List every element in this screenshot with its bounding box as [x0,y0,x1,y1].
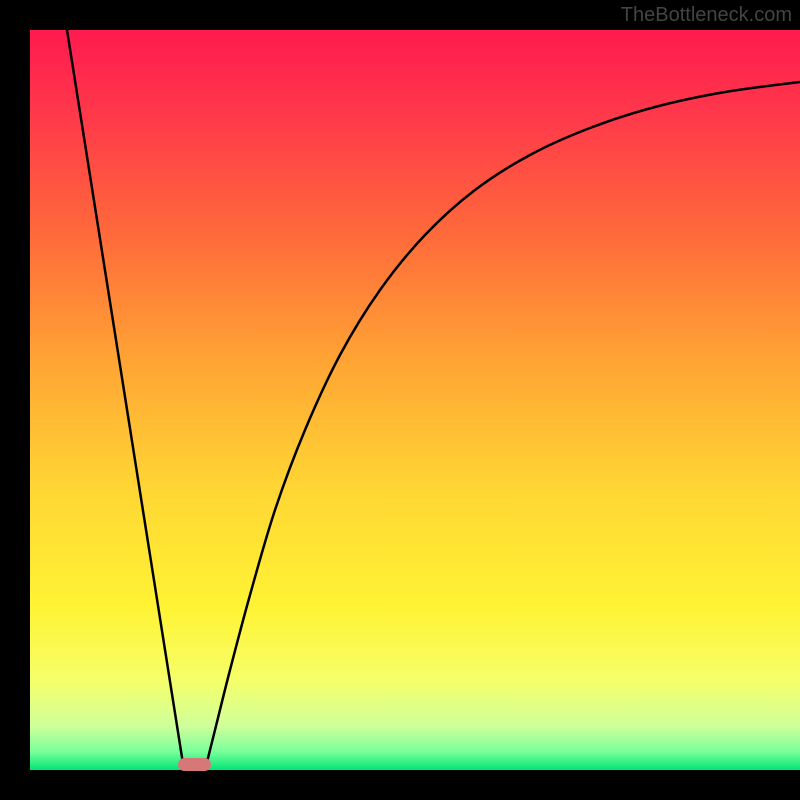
plot-area [30,30,800,770]
minimum-marker [178,758,211,771]
gradient-background [30,30,800,770]
chart-svg [30,30,800,770]
watermark-text: TheBottleneck.com [621,4,792,27]
